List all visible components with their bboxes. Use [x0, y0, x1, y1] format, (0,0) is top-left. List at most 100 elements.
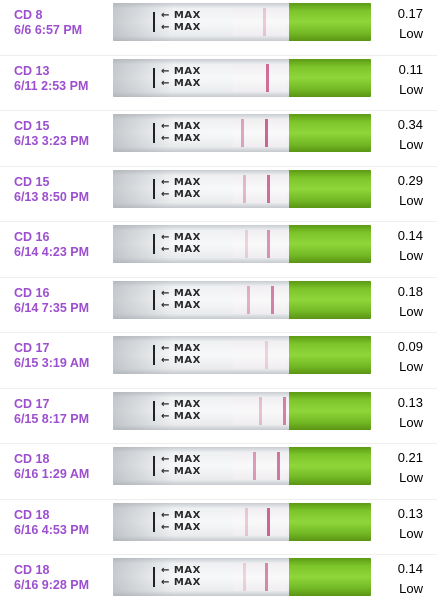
test-result: 0.17 Low [398, 4, 423, 44]
test-strip-image: ← MAX ← MAX [113, 58, 371, 97]
max-arrow-label: ← MAX [161, 509, 201, 521]
test-line [247, 285, 250, 314]
strip-handle [289, 114, 371, 152]
test-datetime: 6/15 8:17 PM [14, 411, 90, 426]
test-label: CD 17 6/15 3:19 AM [14, 341, 114, 371]
result-window [233, 8, 287, 36]
test-datetime: 6/16 1:29 AM [14, 467, 90, 481]
cycle-day: CD 16 [14, 230, 50, 244]
test-line [265, 563, 268, 591]
lh-level: Low [399, 81, 423, 97]
test-strip-image: ← MAX ← MAX [113, 280, 371, 319]
cycle-day: CD 18 [14, 507, 50, 522]
lh-value: 0.21 [397, 450, 423, 465]
test-row[interactable]: CD 8 6/6 6:57 PM ← MAX ← MAX 0.17 Low [0, 0, 437, 56]
max-arrow-label: ← MAX [161, 287, 201, 299]
max-arrow-label: ← MAX [161, 410, 201, 422]
test-datetime: 6/16 4:53 PM [14, 522, 90, 537]
test-strip-image: ← MAX ← MAX [113, 558, 371, 596]
test-row[interactable]: CD 18 6/16 1:29 AM ← MAX ← MAX 0.21 Low [0, 444, 437, 500]
max-arrow-label: ← MAX [161, 10, 201, 21]
strip-handle [289, 558, 371, 596]
max-arrow-label: ← MAX [161, 244, 201, 255]
test-label: CD 16 6/14 7:35 PM [14, 286, 114, 316]
max-arrow-label: ← MAX [161, 133, 201, 144]
strip-max-bar [153, 511, 155, 532]
test-row[interactable]: CD 18 6/16 4:53 PM ← MAX ← MAX 0.13 Low [0, 500, 437, 555]
test-result: 0.13 Low [398, 504, 423, 544]
test-row[interactable]: CD 15 6/13 8:50 PM ← MAX ← MAX 0.29 Low [0, 167, 437, 222]
result-window [233, 396, 287, 425]
test-row[interactable]: CD 17 6/15 8:17 PM ← MAX ← MAX 0.13 Low [0, 389, 437, 444]
max-arrow-label: ← MAX [161, 521, 201, 533]
test-row[interactable]: CD 13 6/11 2:53 PM ← MAX ← MAX 0.11 Low [0, 56, 437, 111]
strip-handle [289, 169, 371, 208]
lh-value: 0.13 [397, 505, 423, 521]
test-datetime: 6/6 6:57 PM [14, 23, 83, 37]
result-window [233, 119, 287, 147]
max-arrow-label: ← MAX [161, 22, 201, 33]
strip-handle [289, 502, 371, 541]
result-window [233, 341, 287, 369]
strip-max-bar [153, 234, 155, 254]
lh-level: Low [399, 303, 423, 319]
max-arrow-label: ← MAX [161, 176, 201, 188]
test-row[interactable]: CD 16 6/14 4:23 PM ← MAX ← MAX 0.14 Low [0, 222, 437, 278]
test-result: 0.34 Low [398, 115, 423, 155]
test-result: 0.29 Low [398, 171, 423, 211]
test-line [259, 396, 262, 425]
max-arrow-label: ← MAX [161, 188, 201, 200]
test-line [267, 174, 270, 203]
strip-max-bar [153, 400, 155, 421]
test-datetime: 6/14 7:35 PM [14, 300, 90, 315]
max-arrow-label: ← MAX [161, 565, 201, 576]
lh-value: 0.13 [397, 394, 423, 410]
test-line [243, 563, 246, 591]
test-result: 0.18 Low [398, 282, 423, 322]
test-label: CD 15 6/13 3:23 PM [14, 119, 114, 149]
strip-max-bar [153, 67, 155, 88]
cycle-day: CD 15 [14, 119, 50, 133]
max-arrow-label: ← MAX [161, 454, 201, 465]
test-strip-image: ← MAX ← MAX [113, 169, 371, 208]
lh-value: 0.34 [397, 117, 423, 132]
max-arrow-label: ← MAX [161, 343, 201, 354]
cycle-day: CD 8 [14, 8, 43, 22]
test-line [265, 341, 268, 369]
lh-level: Low [399, 26, 423, 41]
test-row[interactable]: CD 15 6/13 3:23 PM ← MAX ← MAX 0.34 Low [0, 111, 437, 167]
test-strip-image: ← MAX ← MAX [113, 336, 371, 374]
max-arrow-label: ← MAX [161, 466, 201, 477]
test-strip-image: ← MAX ← MAX [113, 391, 371, 430]
max-arrow-label: ← MAX [161, 232, 201, 243]
strip-max-bar [153, 289, 155, 310]
lh-value: 0.17 [397, 6, 423, 21]
test-line [241, 119, 244, 147]
test-row[interactable]: CD 18 6/16 9:28 PM ← MAX ← MAX 0.14 Low [0, 555, 437, 611]
test-strip-image: ← MAX ← MAX [113, 447, 371, 485]
strip-handle [289, 391, 371, 430]
cycle-day: CD 18 [14, 563, 50, 577]
max-arrow-label: ← MAX [161, 77, 201, 89]
result-window [233, 174, 287, 203]
test-label: CD 15 6/13 8:50 PM [14, 175, 114, 205]
test-line [245, 230, 248, 258]
test-strip-image: ← MAX ← MAX [113, 114, 371, 152]
result-window [233, 230, 287, 258]
test-label: CD 8 6/6 6:57 PM [14, 8, 114, 38]
lh-level: Low [399, 137, 423, 152]
test-row[interactable]: CD 16 6/14 7:35 PM ← MAX ← MAX 0.18 Low [0, 278, 437, 333]
test-result: 0.09 Low [398, 337, 423, 377]
test-line [277, 452, 280, 480]
lh-level: Low [399, 525, 423, 541]
test-row[interactable]: CD 17 6/15 3:19 AM ← MAX ← MAX 0.09 Low [0, 333, 437, 389]
cycle-day: CD 13 [14, 63, 50, 78]
cycle-day: CD 17 [14, 396, 50, 411]
strip-handle [289, 225, 371, 263]
result-window [233, 563, 287, 591]
test-line [266, 63, 269, 92]
lh-value: 0.11 [398, 61, 423, 77]
test-label: CD 17 6/15 8:17 PM [14, 397, 114, 427]
cycle-day: CD 16 [14, 285, 50, 300]
